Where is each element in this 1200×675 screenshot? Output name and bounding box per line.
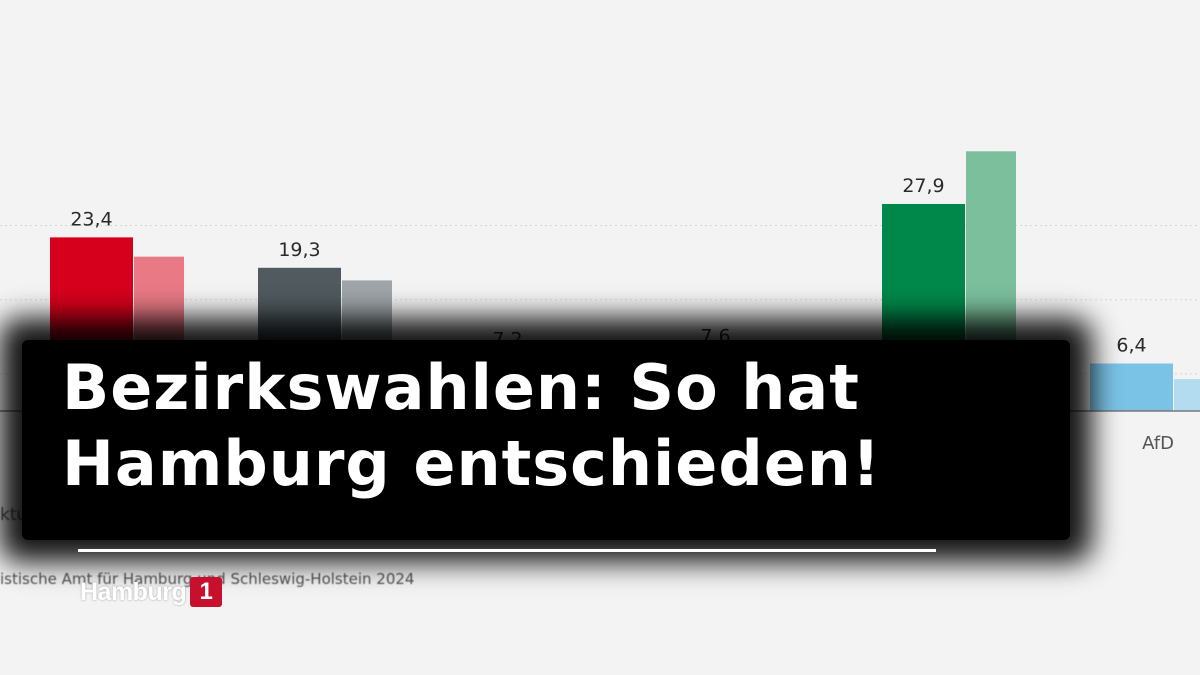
data-label-cdu: 19,3 bbox=[278, 239, 320, 261]
headline: Bezirkswahlen: So hat Hamburg entschiede… bbox=[62, 350, 1072, 502]
logo-wordmark: Hamburg bbox=[80, 577, 187, 606]
logo-number-badge: 1 bbox=[190, 577, 223, 607]
headline-line-2: Hamburg entschieden! bbox=[62, 427, 882, 500]
data-label-spd: 23,4 bbox=[70, 208, 112, 230]
headline-divider bbox=[78, 549, 936, 552]
headline-background bbox=[22, 340, 1070, 540]
data-label-gr-ne: 27,9 bbox=[902, 175, 944, 197]
hamburg1-logo: Hamburg 1 bbox=[80, 575, 223, 609]
bar-previous-afd bbox=[1174, 379, 1200, 411]
headline-line-1: Bezirkswahlen: So hat bbox=[62, 351, 860, 424]
bar-current-afd bbox=[1090, 363, 1173, 411]
category-label-afd: AfD bbox=[1142, 433, 1174, 454]
data-label-afd: 6,4 bbox=[1116, 335, 1146, 357]
